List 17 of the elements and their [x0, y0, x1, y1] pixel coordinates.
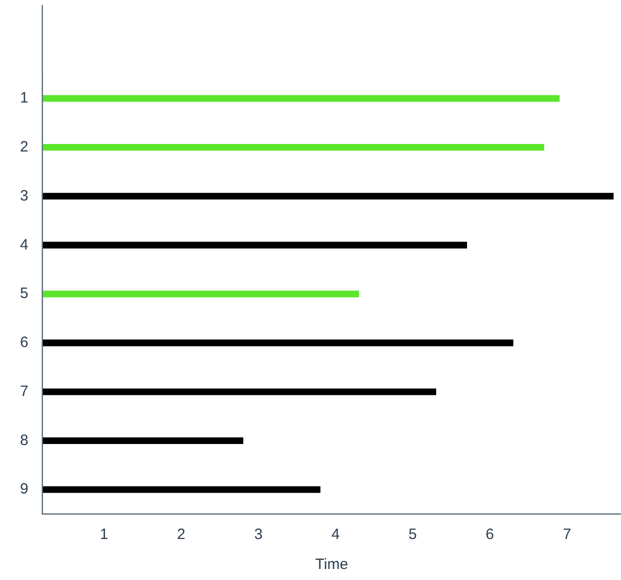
x-axis-title: Time [315, 556, 348, 574]
y-tick-label: 2 [20, 138, 28, 156]
y-tick-label: 4 [20, 236, 28, 254]
x-tick-label: 6 [486, 526, 494, 544]
y-tick-label: 5 [20, 285, 28, 302]
y-tick-label: 3 [20, 187, 28, 204]
x-tick-label: 5 [408, 526, 417, 544]
y-tick-label: 9 [20, 480, 28, 498]
y-tick-label: 6 [20, 334, 28, 352]
x-tick-label: 7 [562, 526, 572, 544]
x-tick-label: 1 [100, 526, 108, 544]
x-tick-label: 4 [331, 526, 340, 544]
y-tick-label: 7 [20, 382, 28, 400]
y-tick-label: 1 [20, 90, 28, 107]
x-tick-label: 2 [177, 526, 186, 544]
x-tick-label: 3 [254, 526, 263, 544]
y-tick-label: 8 [20, 432, 28, 449]
